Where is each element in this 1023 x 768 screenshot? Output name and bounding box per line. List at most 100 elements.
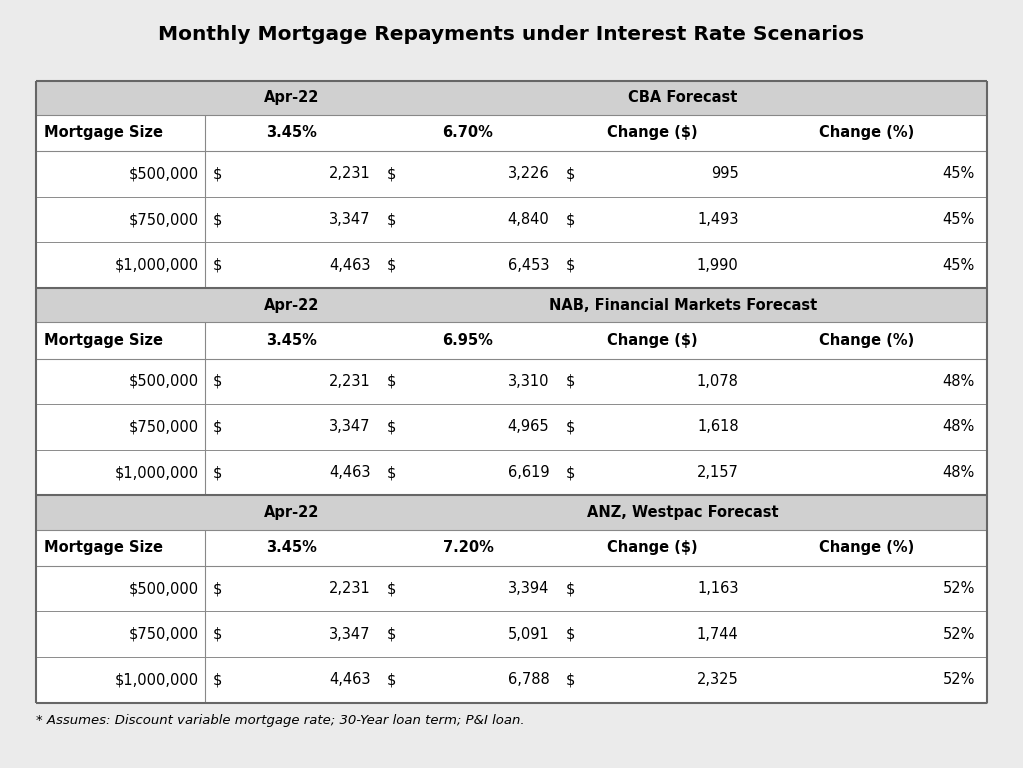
Text: $: $ [213,673,222,687]
FancyBboxPatch shape [36,566,987,611]
Text: Change ($): Change ($) [607,333,698,348]
Text: 48%: 48% [942,419,975,435]
Text: 2,325: 2,325 [697,673,739,687]
Text: 6,619: 6,619 [507,465,549,480]
Text: 4,840: 4,840 [507,212,549,227]
Text: Change ($): Change ($) [607,540,698,555]
Text: $: $ [387,212,396,227]
Text: 4,463: 4,463 [328,673,370,687]
Text: 1,990: 1,990 [697,258,739,273]
Text: 2,231: 2,231 [328,167,370,181]
Text: 995: 995 [711,167,739,181]
Text: $500,000: $500,000 [128,167,198,181]
Text: 3.45%: 3.45% [266,333,317,348]
Text: 7.20%: 7.20% [443,540,493,555]
Text: 52%: 52% [942,627,975,642]
Text: 4,463: 4,463 [328,465,370,480]
Text: 3,347: 3,347 [328,212,370,227]
Text: $: $ [566,627,575,642]
Text: 1,078: 1,078 [697,374,739,389]
FancyBboxPatch shape [36,81,987,115]
FancyBboxPatch shape [36,197,987,243]
FancyBboxPatch shape [36,495,987,530]
FancyBboxPatch shape [36,450,987,495]
Text: * Assumes: Discount variable mortgage rate; 30-Year loan term; P&I loan.: * Assumes: Discount variable mortgage ra… [36,714,525,727]
Text: $: $ [213,258,222,273]
Text: Change (%): Change (%) [819,540,915,555]
FancyBboxPatch shape [36,288,987,323]
Text: $: $ [213,212,222,227]
Text: 3,347: 3,347 [328,419,370,435]
Text: Mortgage Size: Mortgage Size [44,125,163,141]
Text: 4,463: 4,463 [328,258,370,273]
Text: $: $ [566,212,575,227]
Text: $: $ [566,374,575,389]
Text: 52%: 52% [942,673,975,687]
Text: 2,231: 2,231 [328,581,370,596]
Text: $: $ [566,673,575,687]
Text: 3.45%: 3.45% [266,540,317,555]
Text: 6.95%: 6.95% [443,333,493,348]
Text: $: $ [566,465,575,480]
Text: 3,226: 3,226 [507,167,549,181]
Text: $500,000: $500,000 [128,581,198,596]
Text: $1,000,000: $1,000,000 [115,258,198,273]
Text: $: $ [387,374,396,389]
Text: $: $ [566,167,575,181]
Text: $: $ [213,419,222,435]
Text: $: $ [213,465,222,480]
Text: 3,310: 3,310 [507,374,549,389]
Text: Mortgage Size: Mortgage Size [44,540,163,555]
Text: 45%: 45% [942,167,975,181]
Text: Mortgage Size: Mortgage Size [44,333,163,348]
Text: Apr-22: Apr-22 [264,298,319,313]
Text: $: $ [213,581,222,596]
Text: 5,091: 5,091 [507,627,549,642]
Text: 4,965: 4,965 [507,419,549,435]
Text: Change ($): Change ($) [607,125,698,141]
Text: $: $ [387,627,396,642]
Text: $: $ [387,258,396,273]
Text: $: $ [387,581,396,596]
Text: Apr-22: Apr-22 [264,91,319,105]
Text: 6.70%: 6.70% [443,125,493,141]
Text: 1,163: 1,163 [697,581,739,596]
FancyBboxPatch shape [36,323,987,359]
Text: Change (%): Change (%) [819,333,915,348]
Text: 45%: 45% [942,212,975,227]
Text: $: $ [566,258,575,273]
Text: $: $ [387,419,396,435]
FancyBboxPatch shape [36,359,987,404]
Text: Apr-22: Apr-22 [264,505,319,520]
FancyBboxPatch shape [36,657,987,703]
Text: 3,347: 3,347 [328,627,370,642]
Text: $: $ [387,465,396,480]
Text: $1,000,000: $1,000,000 [115,465,198,480]
Text: $: $ [213,167,222,181]
Text: 2,157: 2,157 [697,465,739,480]
Text: 52%: 52% [942,581,975,596]
Text: $750,000: $750,000 [128,212,198,227]
Text: $750,000: $750,000 [128,627,198,642]
Text: $500,000: $500,000 [128,374,198,389]
Text: $: $ [387,167,396,181]
FancyBboxPatch shape [36,611,987,657]
Text: 48%: 48% [942,374,975,389]
Text: $: $ [213,374,222,389]
FancyBboxPatch shape [36,151,987,197]
Text: 1,744: 1,744 [697,627,739,642]
Text: Monthly Mortgage Repayments under Interest Rate Scenarios: Monthly Mortgage Repayments under Intere… [159,25,864,44]
Text: $: $ [387,673,396,687]
Text: 45%: 45% [942,258,975,273]
Text: 1,493: 1,493 [697,212,739,227]
FancyBboxPatch shape [36,530,987,566]
Text: $1,000,000: $1,000,000 [115,673,198,687]
FancyBboxPatch shape [36,115,987,151]
Text: 1,618: 1,618 [697,419,739,435]
Text: $: $ [566,419,575,435]
Text: 3.45%: 3.45% [266,125,317,141]
Text: CBA Forecast: CBA Forecast [628,91,738,105]
FancyBboxPatch shape [36,243,987,288]
Text: $: $ [213,627,222,642]
Text: 2,231: 2,231 [328,374,370,389]
